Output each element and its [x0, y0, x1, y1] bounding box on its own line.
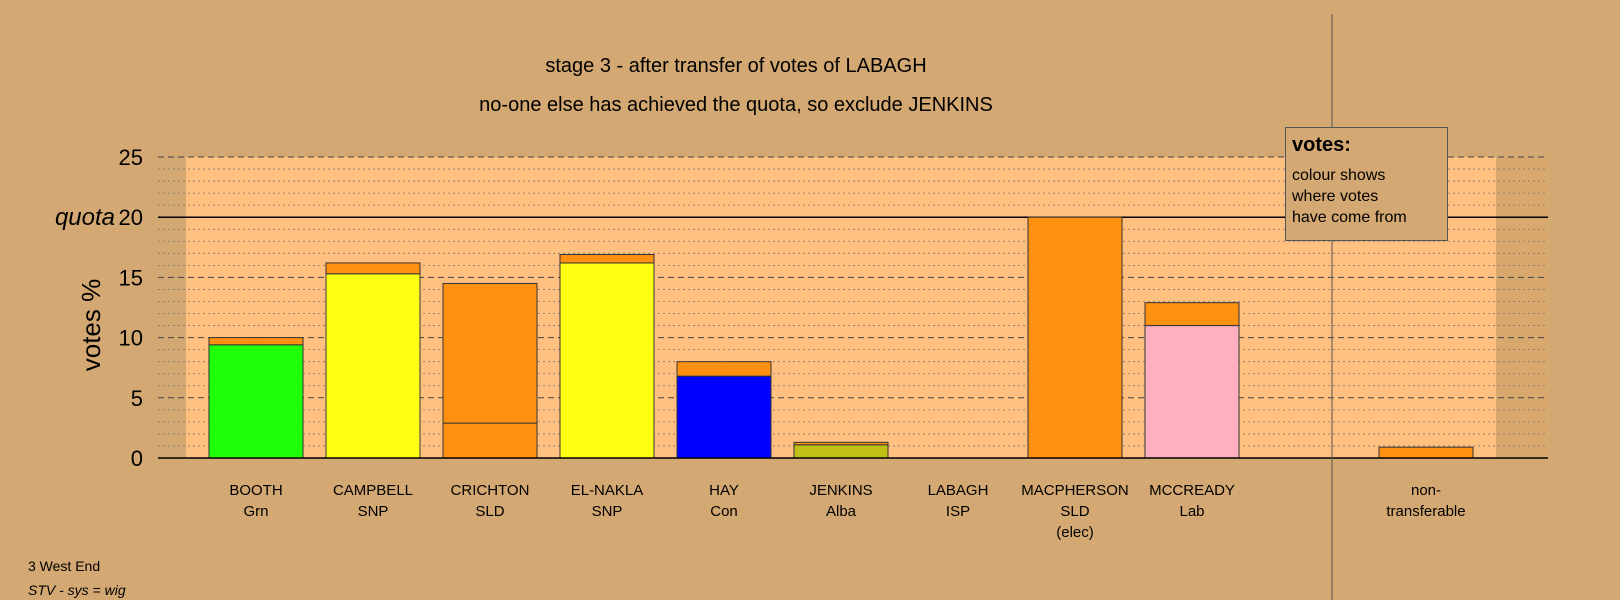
- bar-first-preference: [208, 344, 304, 459]
- bar-transfer: [1144, 302, 1240, 327]
- legend-line-3: have come from: [1292, 209, 1407, 226]
- y-tick-label: 5: [131, 386, 143, 411]
- bar-nontransferable: [1378, 446, 1474, 459]
- x-tick-label: CAMPBELL: [333, 482, 413, 499]
- x-tick-label: SLD: [475, 503, 504, 520]
- y-tick-label: 10: [119, 326, 143, 351]
- bar-first-preference: [559, 262, 655, 459]
- x-tick-label: BOOTH: [229, 482, 282, 499]
- x-tick-label: LABAGH: [928, 482, 989, 499]
- y-axis-ticks: 0 5 10 15 20 25: [119, 145, 143, 471]
- x-tick-label: non-: [1411, 482, 1441, 499]
- x-tick-label: transferable: [1386, 503, 1465, 520]
- bar-transfer: [208, 337, 304, 346]
- x-tick-label: SLD: [1060, 503, 1089, 520]
- legend-line-2: where votes: [1292, 188, 1379, 205]
- bar-first-preference: [1144, 325, 1240, 459]
- x-tick-label: (elec): [1056, 524, 1094, 541]
- x-tick-label: MACPHERSON: [1021, 482, 1129, 499]
- x-tick-label: MCCREADY: [1149, 482, 1235, 499]
- x-tick-label: CRICHTON: [451, 482, 530, 499]
- x-tick-label: Lab: [1179, 503, 1204, 520]
- x-tick-label: SNP: [592, 503, 623, 520]
- bar-first-preference: [442, 422, 538, 459]
- y-tick-label: 15: [119, 265, 143, 290]
- y-tick-label: 0: [131, 446, 143, 471]
- footer-ward: 3 West End: [28, 558, 101, 574]
- x-tick-label: EL-NAKLA: [571, 482, 644, 499]
- bar-first-preference: [676, 375, 772, 459]
- x-tick-label: Grn: [243, 503, 268, 520]
- legend-title: votes:: [1292, 134, 1351, 156]
- bar-transfer: [793, 441, 889, 446]
- bar-transfer: [559, 254, 655, 264]
- bar-first-preference: [793, 444, 889, 459]
- x-axis-labels: BOOTH Grn CAMPBELL SNP CRICHTON SLD EL-NAKLA SN…: [229, 482, 1465, 541]
- x-tick-label: JENKINS: [809, 482, 872, 499]
- footer-system: STV - sys = wig: [28, 582, 126, 598]
- bar-first-preference: [1027, 216, 1123, 459]
- x-tick-label: SNP: [358, 503, 389, 520]
- quota-label: quota: [55, 204, 115, 231]
- x-tick-label: HAY: [709, 482, 739, 499]
- bar-transfer: [676, 361, 772, 377]
- bars: [208, 216, 1474, 459]
- x-tick-label: ISP: [946, 503, 970, 520]
- plot-shade-right: [1496, 157, 1548, 458]
- x-tick-label: Alba: [826, 503, 857, 520]
- chart-subtitle: no-one else has achieved the quota, so e…: [479, 94, 993, 116]
- legend-line-1: colour shows: [1292, 167, 1386, 184]
- bar-transfer: [442, 282, 538, 424]
- y-tick-label: 25: [119, 145, 143, 170]
- chart-title: stage 3 - after transfer of votes of LAB…: [545, 55, 926, 77]
- x-tick-label: Con: [710, 503, 738, 520]
- bar-first-preference: [325, 273, 421, 459]
- y-tick-label: 20: [119, 205, 143, 230]
- legend-box: votes: colour shows where votes have com…: [1285, 127, 1448, 241]
- y-axis-label: votes %: [76, 279, 106, 372]
- bar-transfer: [325, 262, 421, 275]
